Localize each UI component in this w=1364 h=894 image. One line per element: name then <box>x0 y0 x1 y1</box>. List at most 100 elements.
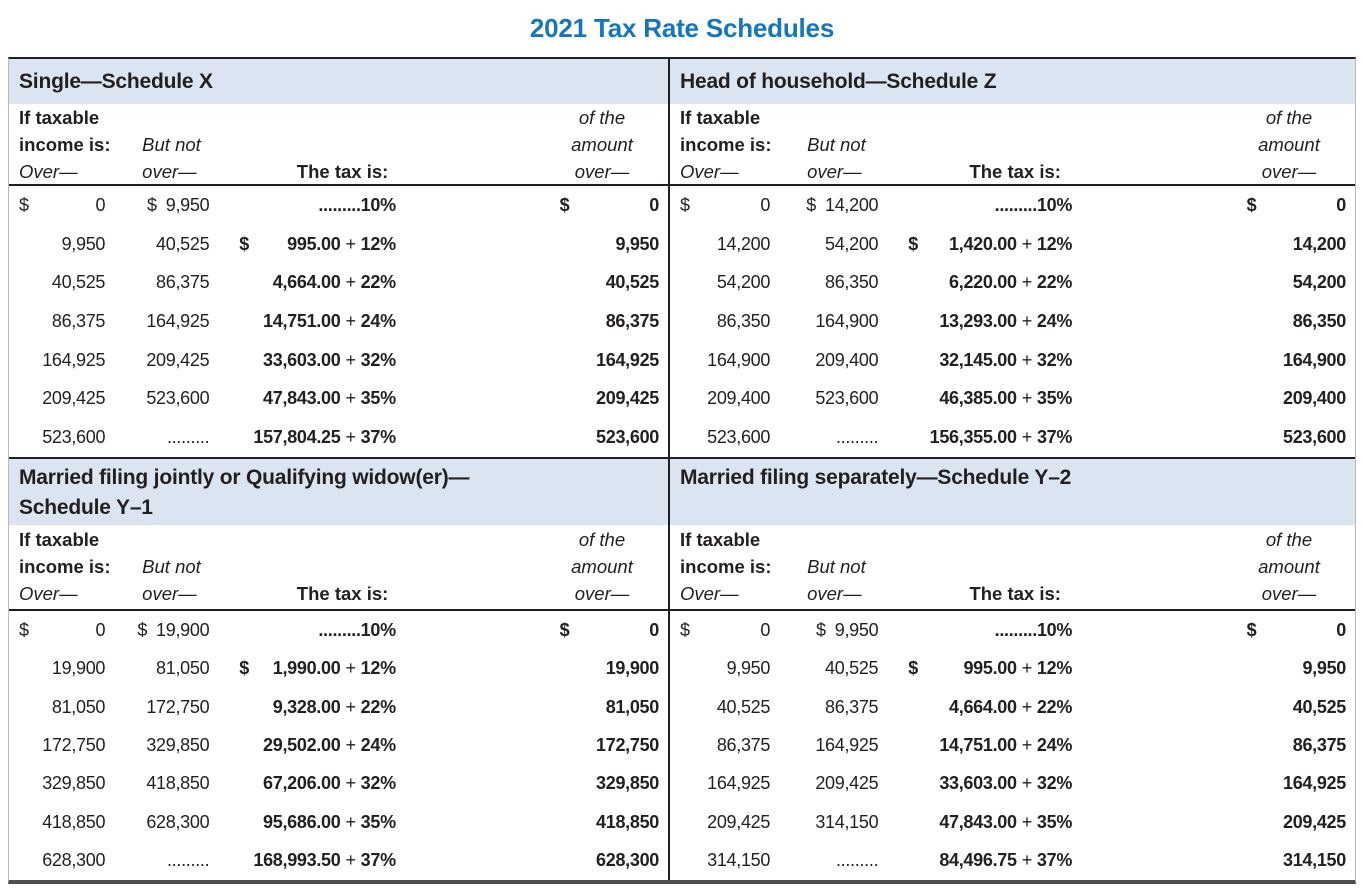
over-cell: $0 <box>680 619 771 640</box>
tax-cell: 46,385.00 +35% <box>939 388 1073 409</box>
amount-over-cell: $0 <box>1246 619 1347 640</box>
amount-over-cell: 14,200 <box>1292 233 1347 254</box>
over-cell: 40,525 <box>51 272 106 293</box>
amount-over-cell: 54,200 <box>1292 272 1347 293</box>
but-not-over-cell: 209,425 <box>815 773 879 794</box>
over-cell: 9,950 <box>726 658 771 679</box>
amount-over-cell: $0 <box>559 619 660 640</box>
amount-over-cell: 19,900 <box>605 658 660 679</box>
over-cell: $0 <box>680 194 771 215</box>
but-not-over-cell: 418,850 <box>146 773 210 794</box>
but-not-over-cell: 523,600 <box>815 388 879 409</box>
but-not-over-cell: ......... <box>835 427 879 448</box>
tax-cell: 47,843.00 +35% <box>939 811 1073 832</box>
but-not-over-cell: 40,525 <box>825 658 879 679</box>
schedule-mfs-y2-header: Married filing separately—Schedule Y–2 <box>670 459 1355 525</box>
over-cell: 19,900 <box>51 658 106 679</box>
tax-bracket-rows: $0 $14,200 ......... 10% $0 14,200 54,200… <box>670 186 1355 457</box>
over-cell: 14,200 <box>716 233 771 254</box>
but-not-over-cell: 86,375 <box>825 696 879 717</box>
but-not-over-cell: 86,375 <box>156 272 210 293</box>
but-not-over-cell: 314,150 <box>815 811 879 832</box>
tax-bracket-row: 86,375 164,925 14,751.00 +24% 86,375 <box>9 302 668 341</box>
amount-over-cell: $0 <box>559 194 660 215</box>
amount-over-cell: 9,950 <box>615 233 659 254</box>
tax-cell: $995.00 +12% <box>239 233 396 254</box>
header-taxable-income: If taxable income is: Over— <box>680 107 772 182</box>
tax-cell: ......... 10% <box>994 194 1073 215</box>
tax-cell: 13,293.00 +24% <box>939 310 1073 331</box>
amount-over-cell: 523,600 <box>1283 427 1346 448</box>
but-not-over-cell: $9,950 <box>816 619 879 640</box>
but-not-over-cell: 329,850 <box>146 734 210 755</box>
tax-bracket-row: 40,525 86,375 4,664.00 +22% 40,525 <box>9 263 668 302</box>
over-cell: 628,300 <box>42 850 106 871</box>
amount-over-cell: 9,950 <box>1302 658 1346 679</box>
tax-bracket-rows: $0 $9,950 ......... 10% $0 9,950 40,525 $… <box>9 186 668 457</box>
over-cell: 40,525 <box>716 696 771 717</box>
but-not-over-cell: ......... <box>166 850 210 871</box>
tax-cell: 47,843.00 +35% <box>263 388 396 409</box>
schedule-title-line2: Schedule Y–1 <box>19 496 153 519</box>
tax-bracket-row: 86,350 164,900 13,293.00 +24% 86,350 <box>670 302 1355 341</box>
schedule-title: Head of household—Schedule Z <box>680 69 997 93</box>
schedule-mfs-y2: Married filing separately—Schedule Y–2 I… <box>668 457 1355 880</box>
tax-cell: 6,220.00 +22% <box>949 272 1073 293</box>
over-cell: 86,350 <box>716 310 771 331</box>
tax-cell: 14,751.00 +24% <box>939 734 1073 755</box>
tax-cell: $1,420.00 +12% <box>908 233 1073 254</box>
tax-bracket-row: 164,925 209,425 33,603.00 +32% 164,925 <box>670 765 1355 803</box>
amount-over-cell: 81,050 <box>605 696 660 717</box>
over-cell: 81,050 <box>51 696 106 717</box>
over-cell: 209,425 <box>707 811 771 832</box>
but-not-over-cell: 86,350 <box>825 272 879 293</box>
schedule-hoh-z-header: Head of household—Schedule Z <box>670 59 1355 104</box>
tax-bracket-row: 40,525 86,375 4,664.00 +22% 40,525 <box>670 688 1355 726</box>
tax-cell: ......... 10% <box>318 194 396 215</box>
tax-cell: 4,664.00 +22% <box>949 696 1073 717</box>
over-cell: 164,925 <box>707 773 771 794</box>
tax-cell: 33,603.00 +32% <box>263 349 396 370</box>
tax-bracket-row: 164,925 209,425 33,603.00 +32% 164,925 <box>9 341 668 380</box>
header-the-tax-is: The tax is: <box>296 583 389 604</box>
over-cell: 9,950 <box>61 233 106 254</box>
header-of-the-amount-over: of the amount over— <box>1258 107 1320 182</box>
amount-over-cell: $0 <box>1246 194 1347 215</box>
tax-bracket-row: 19,900 81,050 $1,990.00 +12% 19,900 <box>9 649 668 687</box>
amount-over-cell: 329,850 <box>596 773 659 794</box>
tax-bracket-row: $0 $19,900 ......... 10% $0 <box>9 611 668 649</box>
but-not-over-cell: 209,425 <box>146 349 210 370</box>
tax-cell: 33,603.00 +32% <box>939 773 1073 794</box>
tax-bracket-row: 86,375 164,925 14,751.00 +24% 86,375 <box>670 726 1355 764</box>
amount-over-cell: 86,375 <box>1292 734 1347 755</box>
amount-over-cell: 418,850 <box>596 811 659 832</box>
amount-over-cell: 523,600 <box>596 427 659 448</box>
tax-bracket-row: $0 $9,950 ......... 10% $0 <box>670 611 1355 649</box>
tax-cell: 156,355.00 +37% <box>929 427 1073 448</box>
over-cell: 523,600 <box>42 427 106 448</box>
but-not-over-cell: $19,900 <box>137 619 210 640</box>
schedule-hoh-z: Head of household—Schedule Z If taxable … <box>668 59 1355 457</box>
but-not-over-cell: ......... <box>835 850 879 871</box>
amount-over-cell: 164,900 <box>1283 349 1346 370</box>
tax-bracket-row: 81,050 172,750 9,328.00 +22% 81,050 <box>9 688 668 726</box>
over-cell: $0 <box>19 194 106 215</box>
tax-bracket-row: 329,850 418,850 67,206.00 +32% 329,850 <box>9 765 668 803</box>
over-cell: 329,850 <box>42 773 106 794</box>
over-cell: 314,150 <box>707 850 771 871</box>
tax-bracket-row: 628,300 ......... 168,993.50 +37% 628,300 <box>9 842 668 880</box>
tax-cell: 14,751.00 +24% <box>263 310 396 331</box>
header-of-the-amount-over: of the amount over— <box>571 529 633 604</box>
amount-over-cell: 209,425 <box>596 388 659 409</box>
tax-cell: $995.00 +12% <box>908 658 1073 679</box>
tax-cell: 67,206.00 +32% <box>263 773 396 794</box>
tax-cell: ......... 10% <box>318 619 396 640</box>
tax-bracket-row: 14,200 54,200 $1,420.00 +12% 14,200 <box>670 225 1355 264</box>
tax-bracket-row: 523,600 ......... 157,804.25 +37% 523,600 <box>9 418 668 457</box>
over-cell: 209,400 <box>707 388 771 409</box>
tax-cell: ......... 10% <box>994 619 1073 640</box>
header-the-tax-is: The tax is: <box>969 583 1061 604</box>
but-not-over-cell: 523,600 <box>146 388 210 409</box>
but-not-over-cell: 164,925 <box>146 310 210 331</box>
